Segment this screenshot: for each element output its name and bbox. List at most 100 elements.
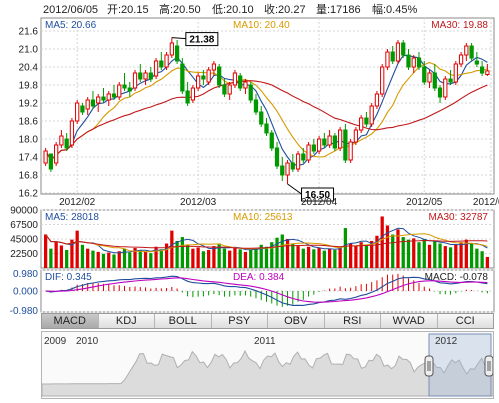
volume-y-axis: 90000 67500 45000 22500 bbox=[10, 206, 38, 261]
price-candle-body bbox=[416, 57, 422, 68]
header-date: 2012/06/05 bbox=[43, 4, 98, 16]
price-y-tick-label: 18.6 bbox=[19, 117, 39, 128]
price-candle-body bbox=[227, 84, 232, 95]
price-candle-body bbox=[127, 87, 132, 92]
price-candle-body bbox=[464, 45, 469, 56]
price-candle-body bbox=[395, 42, 401, 62]
volume-bar bbox=[238, 249, 242, 268]
tab-obv[interactable]: OBV bbox=[268, 314, 325, 328]
tab-kdj[interactable]: KDJ bbox=[98, 314, 155, 328]
price-candle-body bbox=[380, 66, 385, 95]
tab-cci[interactable]: CCI bbox=[437, 314, 493, 328]
price-y-tick-label: 19.8 bbox=[19, 81, 39, 92]
tab-macd[interactable]: MACD bbox=[42, 314, 99, 328]
volume-bar bbox=[354, 246, 358, 268]
price-x-tick-label: 2012/04 bbox=[301, 197, 338, 208]
price-x-tick-label: 2012/02 bbox=[59, 197, 96, 208]
annotation-box bbox=[301, 187, 335, 202]
volume-bar bbox=[359, 242, 363, 268]
volume-bar bbox=[70, 239, 74, 268]
tab-rsi[interactable]: RSI bbox=[324, 314, 381, 328]
price-candle-body bbox=[85, 99, 90, 110]
macd-y-tick-label: 0.000 bbox=[13, 287, 38, 298]
volume-bar bbox=[275, 237, 279, 268]
price-candle-body bbox=[232, 72, 238, 86]
price-candle-body bbox=[59, 135, 64, 146]
price-panel bbox=[40, 17, 495, 195]
header-open: 开:20.15 bbox=[107, 4, 149, 16]
volume-bar bbox=[270, 242, 274, 268]
volume-bar bbox=[422, 239, 426, 268]
volume-bars bbox=[43, 216, 490, 268]
volume-bar bbox=[438, 243, 442, 268]
price-candle-body bbox=[280, 165, 285, 176]
price-candle-body bbox=[201, 75, 206, 80]
price-x-tick-label: 2012/05 bbox=[406, 197, 443, 208]
navigator-left-handle[interactable] bbox=[424, 355, 434, 377]
time-navigator[interactable]: 2009 2010 2011 2012 bbox=[41, 331, 494, 399]
navigator-selection[interactable] bbox=[428, 333, 492, 397]
volume-legend-ma30: MA30: 32787 bbox=[429, 212, 489, 223]
price-candle-body bbox=[185, 90, 190, 104]
price-y-tick-label: 19.2 bbox=[19, 99, 39, 110]
header-volume: 量:17186 bbox=[316, 3, 361, 16]
navigator-label-2010: 2010 bbox=[76, 336, 99, 347]
volume-bar bbox=[480, 251, 484, 268]
volume-bar bbox=[385, 225, 390, 268]
volume-bar bbox=[180, 237, 184, 268]
price-y-tick-label: 16.2 bbox=[19, 189, 39, 200]
price-candle-body bbox=[301, 153, 306, 161]
volume-bar bbox=[406, 239, 411, 268]
macd-grid bbox=[41, 269, 494, 313]
navigator-area bbox=[41, 349, 494, 397]
price-candle-body bbox=[469, 45, 474, 59]
volume-bar bbox=[301, 248, 305, 268]
volume-bar bbox=[443, 246, 447, 268]
navigator-chart: 2009 2010 2011 2012 bbox=[41, 333, 494, 397]
volume-bar bbox=[143, 251, 148, 268]
price-candle-body bbox=[43, 150, 48, 164]
price-candle-body bbox=[422, 66, 427, 83]
price-candle-body bbox=[259, 111, 264, 125]
volume-bar bbox=[75, 230, 79, 268]
price-y-tick-label: 16.8 bbox=[19, 171, 39, 182]
volume-bar bbox=[254, 248, 258, 268]
volume-bar bbox=[380, 216, 384, 268]
volume-bar bbox=[196, 247, 200, 268]
macd-y-tick-label: -0.980 bbox=[10, 306, 39, 317]
price-candle-body bbox=[48, 153, 54, 170]
volume-y-tick-label: 67500 bbox=[10, 220, 38, 231]
annotation-leader bbox=[171, 37, 186, 40]
volume-bar bbox=[433, 240, 437, 268]
volume-bar bbox=[364, 245, 369, 268]
price-candle-body bbox=[474, 60, 479, 65]
price-candle-body bbox=[248, 84, 253, 101]
volume-bar bbox=[49, 248, 53, 268]
tab-wvad[interactable]: WVAD bbox=[381, 314, 438, 328]
annotation-leader bbox=[287, 183, 302, 195]
price-x-tick-label: 2012/03 bbox=[180, 197, 217, 208]
price-candle-body bbox=[211, 63, 217, 71]
volume-moving-averages bbox=[45, 227, 488, 254]
volume-bar bbox=[327, 248, 332, 268]
volume-y-tick-label: 90000 bbox=[10, 206, 38, 217]
annotation-label: 21.38 bbox=[189, 35, 214, 46]
price-candle-body bbox=[390, 51, 395, 62]
volume-bar bbox=[285, 239, 290, 268]
volume-bar bbox=[101, 253, 106, 268]
navigator-right-handle[interactable] bbox=[484, 355, 494, 377]
macd-legend-dea: DEA: 0.384 bbox=[233, 272, 285, 283]
tab-boll[interactable]: BOLL bbox=[155, 314, 212, 328]
volume-bar bbox=[159, 249, 163, 268]
price-x-axis: 2012/02 2012/03 2012/04 2012/05 2012/06 bbox=[59, 197, 499, 208]
macd-legend-macd: MACD: -0.078 bbox=[425, 272, 489, 283]
price-candle-body bbox=[432, 72, 437, 89]
price-candle-body bbox=[148, 72, 153, 80]
volume-bar bbox=[228, 250, 232, 268]
tab-psy[interactable]: PSY bbox=[211, 314, 268, 328]
volume-bar bbox=[86, 248, 90, 268]
volume-ma30-line bbox=[45, 234, 488, 249]
macd-dea-line bbox=[45, 277, 488, 303]
volume-bar bbox=[296, 246, 300, 268]
